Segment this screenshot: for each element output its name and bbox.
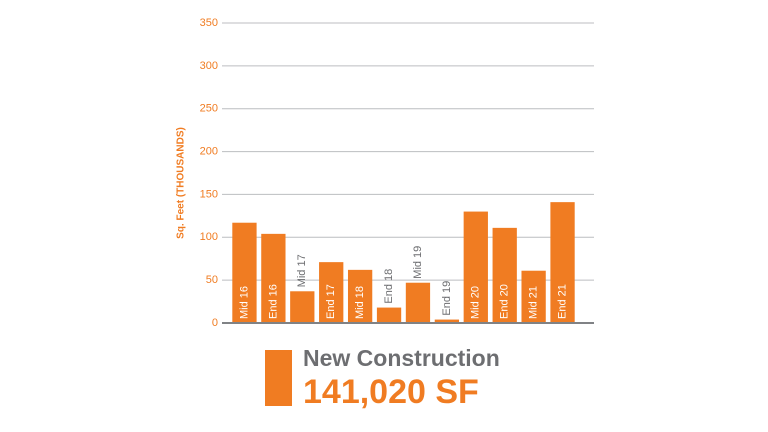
- x-tick-label: End 20: [499, 284, 511, 319]
- bar: [521, 270, 546, 323]
- y-axis-label: Sq. Feet (THOUSANDS): [176, 127, 187, 239]
- x-tick-label: End 18: [383, 269, 395, 304]
- y-tick-label: 250: [200, 103, 218, 115]
- bar: [261, 233, 286, 323]
- x-tick-label: Mid 21: [528, 286, 540, 319]
- bar: [492, 227, 517, 323]
- y-tick-label: 50: [206, 274, 218, 286]
- y-tick-label: 350: [200, 17, 218, 29]
- legend-swatch: [265, 350, 292, 406]
- annotation: 141,020 SF: [303, 373, 479, 411]
- y-tick-label: 150: [200, 188, 218, 200]
- x-tick-label: End 19: [441, 281, 453, 316]
- legend-label: New Construction: [303, 345, 500, 371]
- bar: [347, 269, 373, 323]
- x-tick-label: End 16: [267, 284, 279, 319]
- x-tick-label: Mid 20: [470, 286, 482, 319]
- y-tick-label: 100: [200, 231, 218, 243]
- x-tick-label: Mid 17: [296, 254, 308, 287]
- bar: [434, 319, 460, 323]
- bar: [232, 222, 257, 323]
- x-tick-label: End 21: [556, 284, 568, 319]
- bar: [405, 282, 431, 323]
- x-tick-label: Mid 16: [238, 286, 250, 319]
- bar: [290, 291, 315, 323]
- bar: [376, 307, 402, 323]
- bar: [550, 202, 575, 323]
- bar: [463, 211, 488, 323]
- y-tick-label: 200: [200, 145, 218, 157]
- y-tick-label: 0: [212, 317, 218, 329]
- x-tick-label: Mid 19: [412, 246, 424, 279]
- x-tick-label: Mid 18: [354, 286, 366, 319]
- bar: [319, 262, 344, 323]
- y-tick-label: 300: [200, 60, 218, 72]
- x-tick-label: End 17: [325, 284, 337, 319]
